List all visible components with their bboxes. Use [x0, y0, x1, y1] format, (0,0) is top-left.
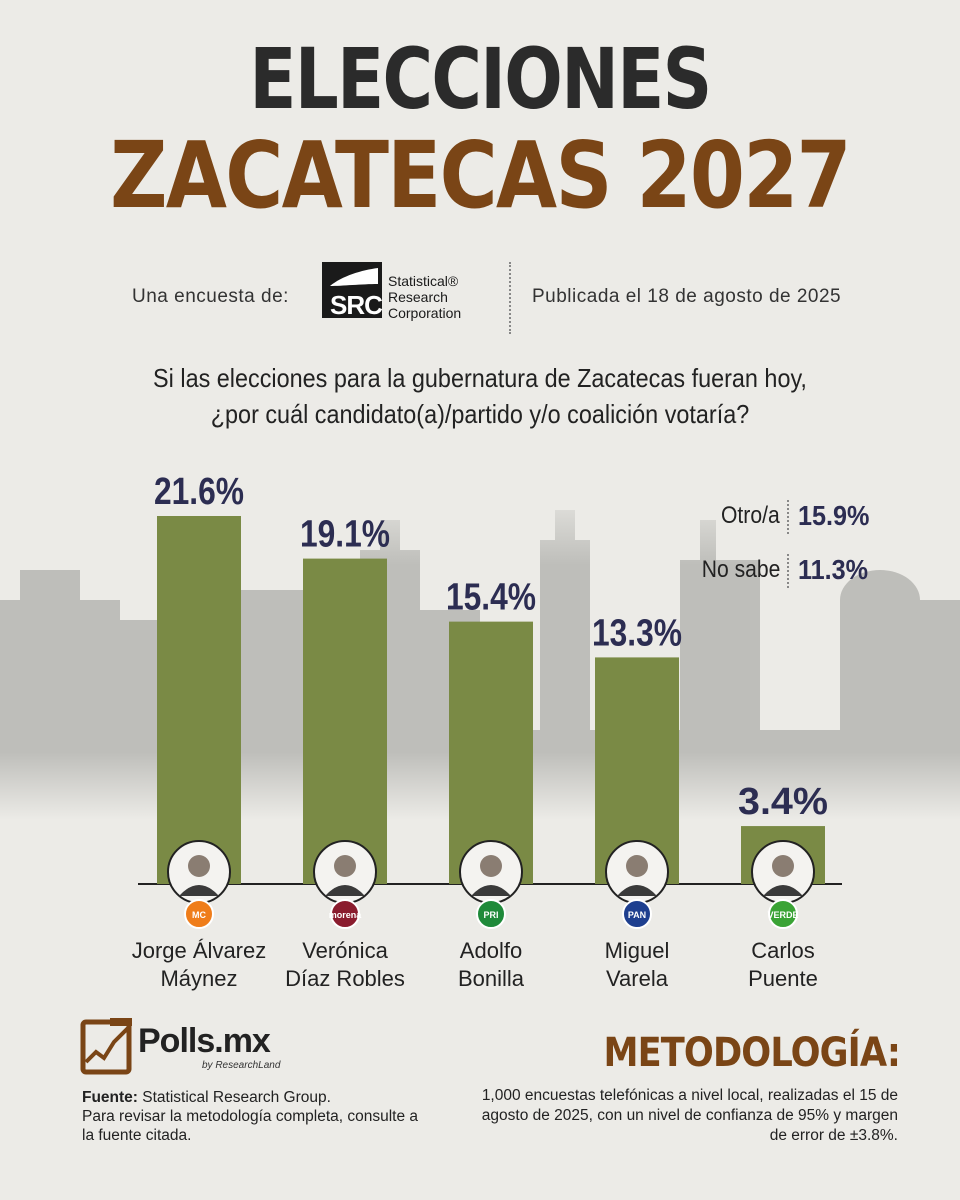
bar-value-label: 3.4% — [738, 781, 828, 823]
title-line-1: ELECCIONES — [249, 30, 712, 128]
source-text: Statistical Research Group. — [142, 1089, 331, 1106]
other-response-divider — [787, 500, 789, 534]
methodology-title: METODOLOGÍA: — [603, 1030, 901, 1076]
party-logo — [184, 899, 214, 929]
candidate-name-label: Miguel — [605, 938, 670, 963]
pollster-name-line-3: Corporation — [388, 305, 462, 321]
methodology-text: 1,000 encuestas telefónicas a nivel loca… — [481, 1087, 898, 1144]
other-response-otro: Otro/a 15.9% — [690, 498, 880, 534]
candidate-head — [480, 855, 502, 877]
other-response-label: Otro/a — [721, 502, 780, 529]
party-logo-text: MC — [192, 910, 206, 920]
candidate-name-label: Puente — [748, 966, 818, 991]
publication-date: Publicada el 18 de agosto de 2025 — [532, 286, 842, 307]
party-logo-text: morena — [329, 910, 363, 920]
party-logo — [330, 899, 360, 929]
other-response-value: 11.3% — [798, 554, 869, 585]
bar — [157, 516, 241, 884]
bar-value-label: 19.1% — [300, 514, 390, 556]
source-detail: Para revisar la metodología completa, co… — [82, 1108, 419, 1144]
party-logo — [622, 899, 652, 929]
candidate-name-label: Bonilla — [458, 966, 525, 991]
brand-chart-icon — [80, 1018, 132, 1075]
source-label: Fuente: — [82, 1089, 138, 1106]
pollster-name-line-1: Statistical® — [388, 273, 459, 289]
candidate-head — [188, 855, 210, 877]
header-divider — [509, 262, 511, 334]
party-logo — [476, 899, 506, 929]
brand-name: Polls.mx — [138, 1022, 271, 1060]
other-response-label: No sabe — [701, 556, 780, 583]
question-line-1: Si las elecciones para la gubernatura de… — [153, 363, 807, 393]
brand-logo: Polls.mx by ResearchLand — [80, 1016, 320, 1080]
party-logo-text: PAN — [628, 910, 646, 920]
candidate-shoulders — [617, 885, 657, 896]
pollster-logo-mark: SRC — [330, 290, 383, 320]
party-logo — [768, 899, 798, 929]
pollster-logo: SRC — [322, 262, 383, 320]
candidate-name-label: Adolfo — [460, 938, 522, 963]
candidate-name-label: Jorge Álvarez — [132, 938, 267, 963]
bar — [303, 558, 387, 884]
brand-subtitle: by ResearchLand — [202, 1060, 281, 1071]
candidate-shoulders — [471, 885, 511, 896]
candidate-name-label: Varela — [606, 966, 669, 991]
bar-value-label: 15.4% — [446, 577, 536, 619]
candidate-shoulders — [179, 885, 219, 896]
bar-value-label: 13.3% — [592, 612, 682, 654]
party-logo-text: VERDE — [767, 910, 798, 920]
survey-by-label: Una encuesta de: — [132, 286, 289, 307]
pollster-name-line-2: Research — [388, 289, 448, 305]
candidate-shoulders — [763, 885, 803, 896]
candidate-name-label: Verónica — [302, 938, 388, 963]
other-response-divider — [787, 554, 789, 588]
title-line-2: ZACATECAS 2027 — [110, 122, 851, 229]
candidate-head — [626, 855, 648, 877]
other-response-no-sabe: No sabe 11.3% — [690, 552, 880, 588]
party-logo-text: PRI — [483, 910, 498, 920]
candidate-name-label: Díaz Robles — [285, 966, 405, 991]
survey-question: Si las elecciones para la gubernatura de… — [120, 360, 840, 432]
other-response-value: 15.9% — [798, 500, 870, 531]
candidate-shoulders — [325, 885, 365, 896]
pollster-name: Statistical® Research Corporation — [388, 273, 461, 321]
source-note: Fuente: Statistical Research Group. Para… — [82, 1088, 422, 1145]
candidate-head — [334, 855, 356, 877]
pollster-logo-shape — [330, 268, 378, 286]
bar-value-label: 21.6% — [154, 471, 244, 513]
candidate-name-label: Carlos — [751, 938, 815, 963]
question-line-2: ¿por cuál candidato(a)/partido y/o coali… — [210, 399, 750, 429]
candidate-head — [772, 855, 794, 877]
candidate-name-label: Máynez — [160, 966, 237, 991]
